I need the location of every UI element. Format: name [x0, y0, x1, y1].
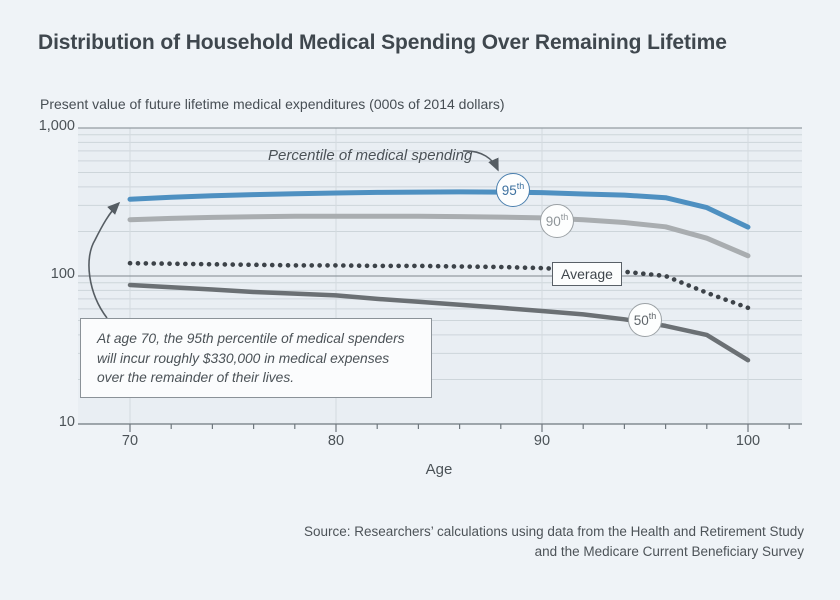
series-line-95th-percentile — [127, 189, 751, 230]
badge-90-sup: th — [560, 212, 569, 222]
x-tick-90: 90 — [533, 433, 551, 449]
source-line-1: Source: Researchers’ calculations using … — [303, 524, 804, 539]
arrow-to-95th-circle — [462, 150, 499, 172]
badge-95-sup: th — [516, 181, 525, 191]
y-tick-10: 10 — [58, 414, 75, 430]
data-series — [127, 189, 751, 363]
y-tick-1000: 1,000 — [38, 118, 75, 134]
percentile-pointer-label: Percentile of medical spending — [268, 147, 473, 164]
callout-line-3: over the remainder of their lives. — [97, 370, 295, 386]
callout-line-2: will incur roughly $330,000 in medical e… — [97, 350, 390, 366]
series-line-90th-percentile — [127, 213, 751, 259]
badge-90-number: 90 — [545, 213, 561, 229]
y-tick-100: 100 — [50, 266, 75, 282]
x-axis-title: Age — [425, 461, 453, 478]
annotation-arrows — [88, 150, 499, 319]
x-tick-70: 70 — [121, 433, 139, 449]
badge-50-sup: th — [648, 311, 657, 321]
arrow-callout-to-blue-line — [88, 201, 121, 319]
page-title: Distribution of Household Medical Spendi… — [38, 31, 727, 54]
callout-box: At age 70, the 95th percentile of medica… — [80, 318, 432, 398]
badge-50-number: 50 — [633, 312, 649, 328]
series-line-average — [127, 260, 751, 311]
x-tick-80: 80 — [327, 433, 345, 449]
x-tick-100: 100 — [735, 433, 761, 449]
callout-line-1: At age 70, the 95th percentile of medica… — [97, 331, 405, 346]
source-line-2: and the Medicare Current Beneficiary Sur… — [534, 544, 804, 560]
y-axis-units-label: Present value of future lifetime medical… — [40, 96, 505, 112]
source-note: Source: Researchers’ calculations using … — [304, 522, 804, 563]
series-badge-average: Average — [552, 262, 622, 286]
badge-95-number: 95 — [501, 182, 517, 198]
